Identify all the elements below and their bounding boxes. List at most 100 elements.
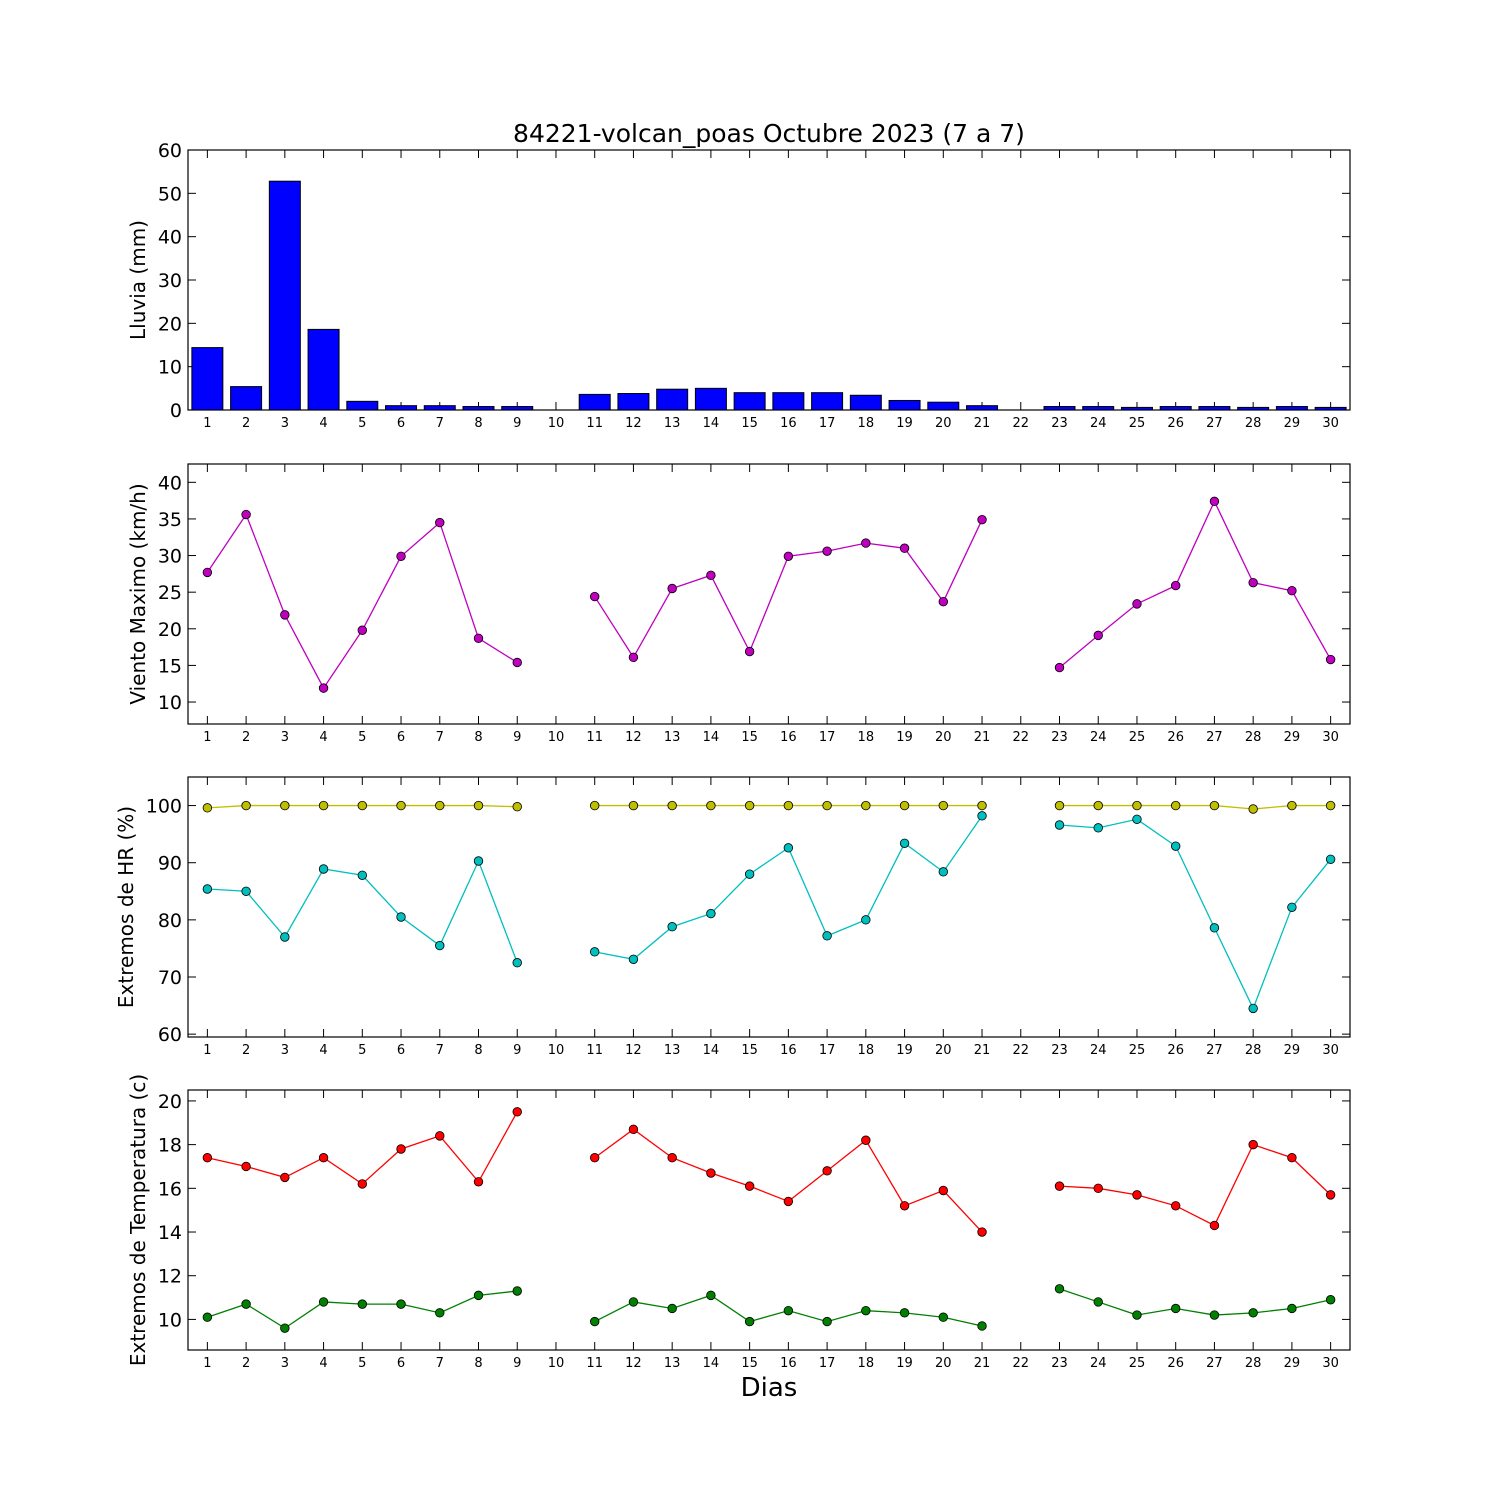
x-tick-label: 6 xyxy=(397,730,405,745)
x-tick-label: 17 xyxy=(819,730,836,745)
x-tick-label: 22 xyxy=(1012,1043,1029,1058)
y-axis-label: Viento Maximo (km/h) xyxy=(126,483,150,704)
data-point xyxy=(280,1323,290,1333)
x-tick-label: 29 xyxy=(1284,1356,1301,1371)
data-point xyxy=(822,1316,832,1327)
x-tick-label: 18 xyxy=(858,730,875,745)
x-tick-label: 5 xyxy=(358,730,366,745)
data-point xyxy=(861,1135,871,1145)
x-tick-label: 22 xyxy=(1012,416,1029,431)
x-tick-label: 13 xyxy=(664,416,681,431)
data-point xyxy=(318,1153,329,1163)
data-point xyxy=(744,800,755,811)
data-point xyxy=(822,931,832,941)
x-tick-label: 20 xyxy=(935,416,952,431)
y-tick-label: 100 xyxy=(146,796,182,818)
data-point xyxy=(706,1168,716,1178)
data-point xyxy=(1054,800,1065,811)
x-tick-label: 15 xyxy=(741,1356,758,1371)
data-point xyxy=(628,800,639,811)
data-point xyxy=(512,1107,522,1117)
data-point xyxy=(1170,800,1181,811)
y-tick-label: 18 xyxy=(158,1135,182,1157)
x-tick-label: 25 xyxy=(1129,416,1146,431)
bar xyxy=(811,392,844,411)
bar xyxy=(346,400,379,411)
data-point xyxy=(938,1185,949,1196)
x-tick-label: 8 xyxy=(474,1043,482,1058)
bar xyxy=(191,347,224,411)
y-axis-label: Extremos de Temperatura (c) xyxy=(126,1074,150,1366)
x-tick-label: 27 xyxy=(1206,730,1223,745)
data-point xyxy=(396,1299,406,1309)
x-tick-label: 6 xyxy=(397,1043,405,1058)
data-point xyxy=(241,509,251,520)
data-point xyxy=(357,1299,368,1309)
data-point xyxy=(977,800,987,811)
y-tick-label: 16 xyxy=(158,1178,182,1200)
x-tick-label: 30 xyxy=(1322,1043,1339,1058)
x-tick-label: 25 xyxy=(1129,1356,1146,1371)
data-point xyxy=(202,567,213,578)
x-tick-label: 15 xyxy=(741,730,758,745)
bar xyxy=(849,394,882,411)
x-tick-label: 17 xyxy=(819,1356,836,1371)
bar xyxy=(927,401,960,411)
x-tick-label: 27 xyxy=(1206,1043,1223,1058)
data-point xyxy=(1054,820,1065,830)
data-point xyxy=(1287,586,1297,596)
data-point xyxy=(628,1124,639,1135)
data-point xyxy=(861,538,871,548)
x-tick-label: 21 xyxy=(974,1356,991,1371)
plot-frame xyxy=(187,1089,1351,1351)
x-tick-label: 9 xyxy=(513,730,521,745)
data-point xyxy=(667,1153,677,1163)
y-tick-label: 0 xyxy=(170,400,182,422)
x-tick-label: 18 xyxy=(858,416,875,431)
x-tick-label: 9 xyxy=(513,1356,521,1371)
y-tick-label: 20 xyxy=(158,619,182,641)
x-tick-label: 3 xyxy=(281,1043,289,1058)
data-point xyxy=(1209,1310,1220,1320)
x-tick-label: 5 xyxy=(358,1356,366,1371)
data-point xyxy=(1093,800,1103,811)
x-tick-label: 23 xyxy=(1051,1356,1068,1371)
x-tick-label: 10 xyxy=(548,730,565,745)
data-point xyxy=(706,1290,716,1301)
data-point xyxy=(280,610,290,620)
x-tick-label: 13 xyxy=(664,1043,681,1058)
data-point xyxy=(435,1131,445,1141)
data-point xyxy=(473,1177,484,1187)
x-tick-label: 22 xyxy=(1012,1356,1029,1371)
series-line xyxy=(1059,818,1332,1011)
data-point xyxy=(1209,1220,1220,1231)
x-tick-label: 13 xyxy=(664,1356,681,1371)
data-point xyxy=(1093,823,1103,833)
data-point xyxy=(977,811,987,821)
data-point xyxy=(396,1144,406,1154)
x-tick-label: 17 xyxy=(819,416,836,431)
bar xyxy=(423,405,456,411)
data-point xyxy=(435,1308,445,1318)
y-tick-label: 90 xyxy=(158,853,182,875)
data-point xyxy=(241,1161,251,1172)
x-tick-label: 19 xyxy=(896,1356,913,1371)
x-tick-label: 29 xyxy=(1284,730,1301,745)
y-tick-label: 15 xyxy=(158,655,182,677)
x-tick-label: 24 xyxy=(1090,416,1107,431)
data-point xyxy=(861,800,871,811)
x-tick-label: 21 xyxy=(974,730,991,745)
data-point xyxy=(706,570,716,581)
y-axis-label: Extremos de HR (%) xyxy=(114,806,138,1008)
chart-title: 84221-volcan_poas Octubre 2023 (7 a 7) xyxy=(513,119,1025,148)
y-tick-label: 50 xyxy=(158,183,182,205)
x-tick-label: 8 xyxy=(474,416,482,431)
x-tick-label: 12 xyxy=(625,1356,642,1371)
data-point xyxy=(435,800,445,811)
data-point xyxy=(1054,1181,1065,1191)
data-point xyxy=(590,591,600,602)
data-point xyxy=(241,800,251,811)
